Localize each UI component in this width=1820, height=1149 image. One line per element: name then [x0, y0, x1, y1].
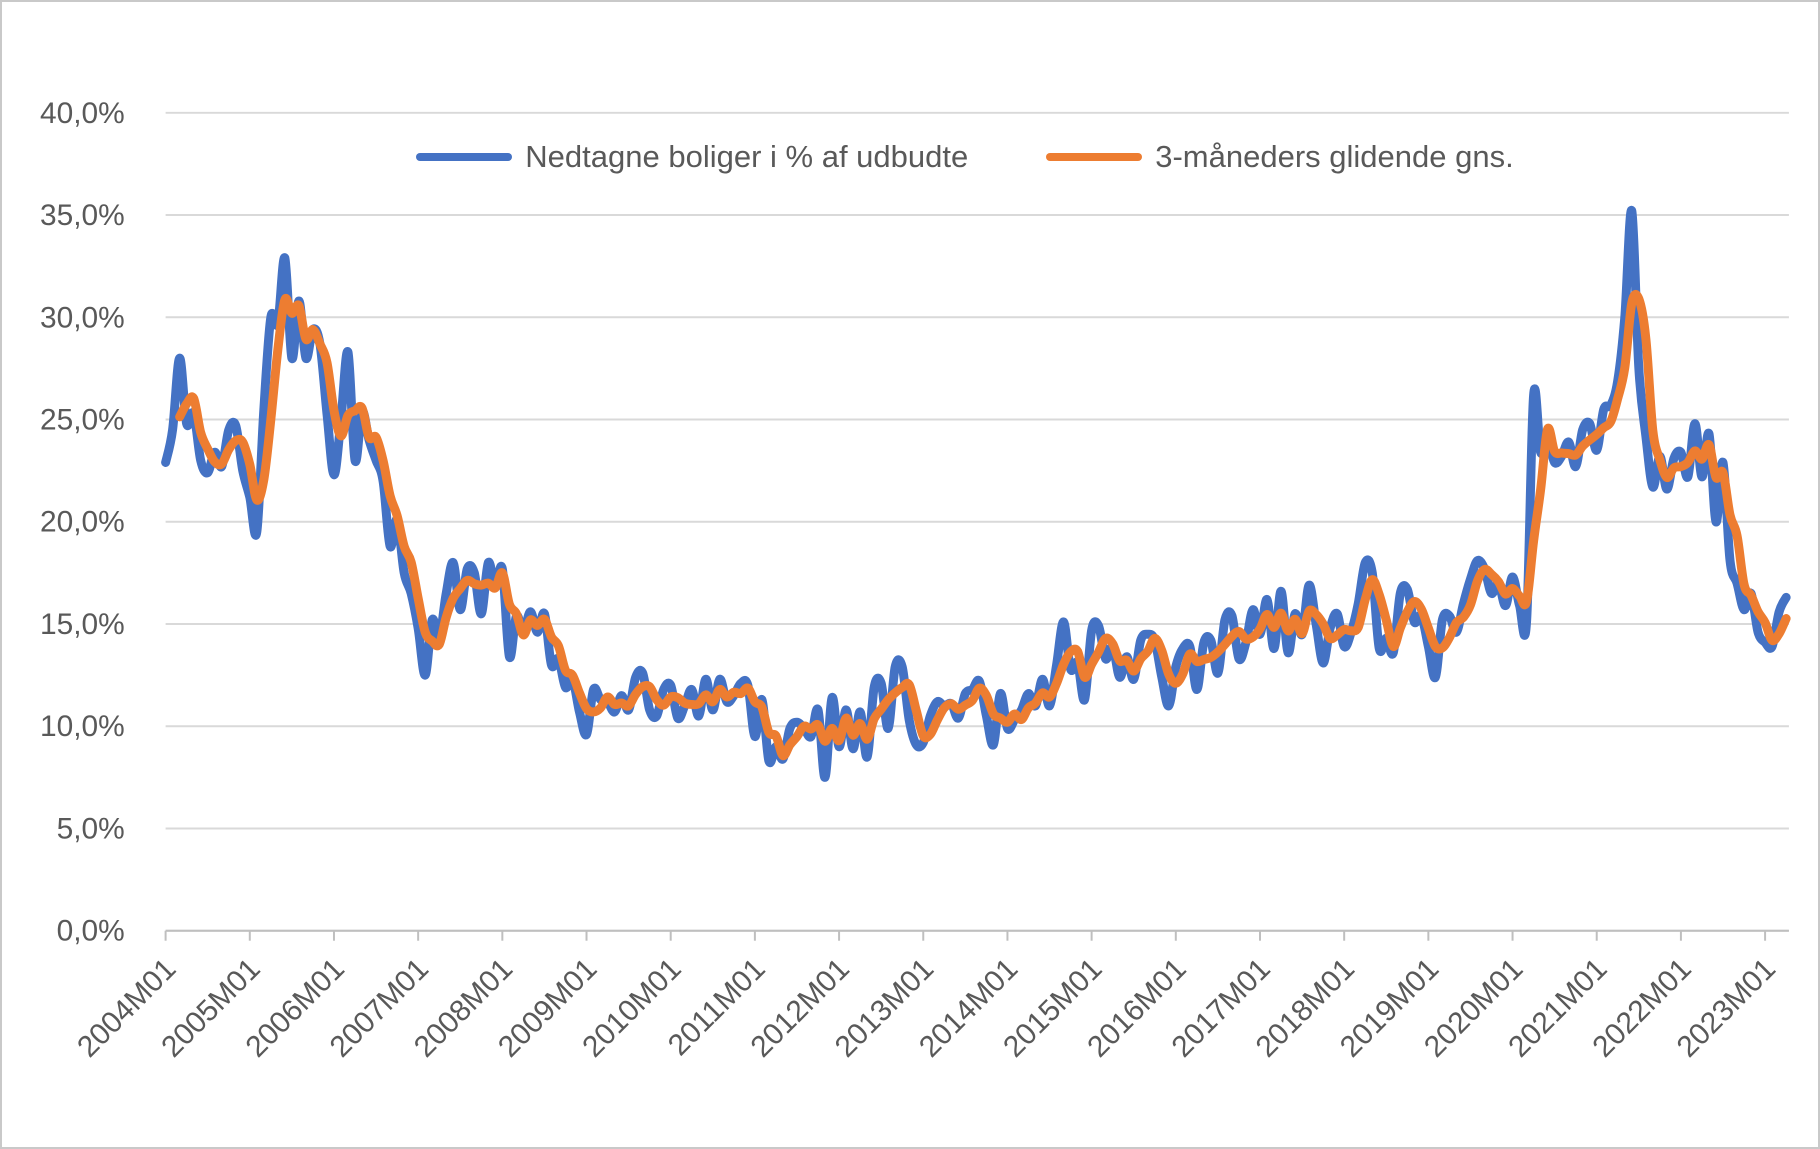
y-tick-label: 0,0%: [57, 915, 125, 948]
y-tick-label: 10,0%: [40, 710, 125, 743]
axis-ticks: [164, 930, 1767, 941]
x-axis-labels: 2004M012005M012006M012007M012008M012009M…: [71, 952, 1782, 1063]
y-tick-label: 5,0%: [57, 812, 125, 845]
y-axis-labels: 0,0% 5,0% 10,0% 15,0% 20,0% 25,0% 30,0% 35,0% 40…: [40, 97, 125, 948]
y-tick-label: 35,0%: [40, 199, 125, 232]
series-line-nedtagne-boliger: [161, 206, 1791, 782]
y-tick-label: 20,0%: [40, 506, 125, 539]
series-line-glidende-gns: [175, 289, 1791, 761]
y-tick-label: 15,0%: [40, 608, 125, 641]
gridlines: [165, 111, 1789, 932]
y-tick-label: 25,0%: [40, 404, 125, 437]
y-tick-label: 30,0%: [40, 301, 125, 334]
y-tick-label: 40,0%: [40, 97, 125, 130]
